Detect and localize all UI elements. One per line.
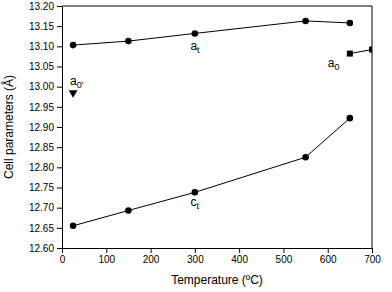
y-tick-mark — [57, 188, 62, 189]
chart: 010020030040050060070012.6012.6512.7012.… — [0, 0, 392, 292]
x-tick-mark — [239, 248, 240, 253]
x-tick-label: 400 — [231, 254, 248, 265]
series-marker — [347, 115, 354, 122]
x-tick-mark — [151, 248, 152, 253]
annotation: at — [190, 39, 200, 55]
y-tick-mark — [57, 248, 62, 249]
annotation-subscript: 0 — [334, 62, 339, 72]
frame-top — [62, 6, 372, 7]
series-line — [350, 50, 372, 54]
y-tick: 13.10 — [29, 41, 62, 52]
x-tick-mark — [283, 248, 284, 253]
y-tick-label: 13.00 — [29, 81, 54, 92]
annotation: a0 — [328, 56, 340, 72]
series-marker — [192, 30, 199, 37]
y-axis: 12.60 12.65 12.70 12.75 12.80 12.85 12.90 12.95… — [29, 1, 63, 254]
series-marker — [125, 207, 132, 214]
x-tick: 500 — [276, 248, 293, 265]
y-tick-mark — [57, 107, 62, 108]
x-tick: 400 — [231, 248, 248, 265]
x-tick-label: 200 — [143, 254, 160, 265]
series-marker — [302, 154, 309, 161]
x-tick-mark — [62, 248, 63, 253]
y-tick-mark — [57, 147, 62, 148]
y-axis-title: Cell parameters (Å) — [1, 75, 16, 179]
series-marker — [125, 38, 132, 45]
y-tick-mark — [57, 67, 62, 68]
x-axis: 0 100 200 300 400 500 600 700 — [60, 248, 382, 265]
y-tick-mark — [57, 26, 62, 27]
data-area — [69, 18, 372, 229]
annotation: a0' — [70, 74, 84, 90]
frame-right — [372, 6, 373, 248]
y-tick-label: 13.20 — [29, 1, 54, 12]
y-tick: 13.15 — [29, 21, 62, 32]
series-marker — [347, 51, 353, 57]
series-marker — [70, 42, 77, 49]
y-tick: 13.05 — [29, 61, 62, 72]
y-tick-label: 13.15 — [29, 21, 54, 32]
y-tick: 12.85 — [29, 142, 62, 153]
y-tick-label: 12.85 — [29, 142, 54, 153]
annotation: ct — [190, 195, 199, 211]
annotation-subscript: 0' — [77, 80, 84, 90]
y-tick: 12.90 — [29, 122, 62, 133]
y-tick: 12.75 — [29, 182, 62, 193]
y-tick-label: 12.70 — [29, 202, 54, 213]
series-marker — [369, 47, 372, 53]
series-marker — [347, 20, 354, 27]
y-tick: 12.60 — [29, 243, 62, 254]
y-tick-mark — [57, 87, 62, 88]
y-tick-mark — [57, 208, 62, 209]
series-marker — [70, 223, 77, 230]
y-tick-label: 12.60 — [29, 243, 54, 254]
plot: 010020030040050060070012.6012.6512.7012.… — [29, 1, 381, 265]
y-tick: 12.95 — [29, 102, 62, 113]
y-tick-label: 13.10 — [29, 41, 54, 52]
y-tick: 12.70 — [29, 202, 62, 213]
x-tick-mark — [106, 248, 107, 253]
y-tick: 12.80 — [29, 162, 62, 173]
y-tick: 13.20 — [29, 1, 62, 12]
y-tick-mark — [57, 127, 62, 128]
y-tick: 13.00 — [29, 81, 62, 92]
x-tick-mark — [195, 248, 196, 253]
x-tick-label: 600 — [320, 254, 337, 265]
y-tick-label: 12.65 — [29, 223, 54, 234]
y-tick-label: 13.05 — [29, 61, 54, 72]
y-tick-label: 12.75 — [29, 182, 54, 193]
y-tick-mark — [57, 6, 62, 7]
y-tick-label: 12.95 — [29, 102, 54, 113]
x-tick-label: 700 — [364, 254, 381, 265]
x-axis-title: Temperature (ºC) — [171, 273, 263, 287]
y-tick-label: 12.90 — [29, 122, 54, 133]
x-tick-label: 0 — [60, 254, 66, 265]
x-tick-label: 500 — [276, 254, 293, 265]
x-tick-label: 100 — [98, 254, 115, 265]
annotation-subscript: t — [196, 201, 199, 211]
x-axis-line — [63, 248, 373, 249]
x-tick: 200 — [143, 248, 160, 265]
x-tick: 600 — [320, 248, 337, 265]
y-axis-line — [62, 7, 63, 249]
series-marker — [69, 90, 78, 98]
x-tick: 300 — [187, 248, 204, 265]
y-tick-label: 12.80 — [29, 162, 54, 173]
series-line — [73, 21, 350, 45]
series-marker — [302, 18, 309, 25]
y-tick-mark — [57, 228, 62, 229]
x-tick: 100 — [98, 248, 115, 265]
y-tick: 12.65 — [29, 223, 62, 234]
series-line — [73, 118, 350, 226]
x-tick-mark — [328, 248, 329, 253]
x-tick-mark — [372, 248, 373, 253]
y-tick-mark — [57, 167, 62, 168]
x-tick: 700 — [364, 248, 381, 265]
x-tick-label: 300 — [187, 254, 204, 265]
x-tick: 0 — [60, 248, 66, 265]
y-tick-mark — [57, 46, 62, 47]
annotation-subscript: t — [197, 45, 200, 55]
